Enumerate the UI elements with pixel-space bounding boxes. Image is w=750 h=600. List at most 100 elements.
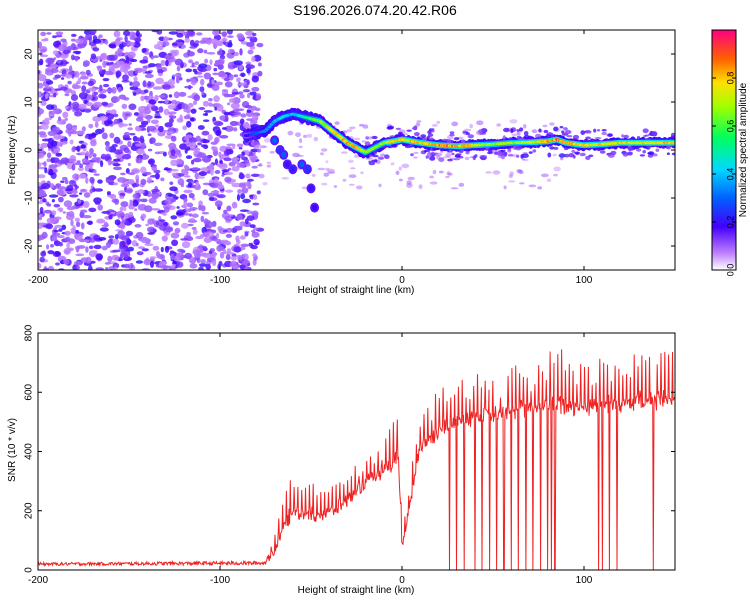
ridge-scatter: [523, 131, 529, 136]
noise-blob: [231, 201, 238, 209]
noise-blob: [215, 232, 220, 239]
ridge-scatter: [517, 145, 522, 149]
spill-blob: [541, 173, 549, 178]
noise-blob: [225, 189, 234, 193]
noise-blob: [247, 263, 251, 267]
noise-blob: [108, 215, 113, 220]
noise-blob: [201, 130, 210, 136]
noise-blob: [43, 209, 52, 214]
noise-blob: [210, 190, 220, 194]
noise-blob: [113, 136, 121, 144]
noise-blob: [85, 69, 91, 76]
noise-blob: [101, 132, 108, 140]
noise-blob: [213, 121, 224, 127]
spectrogram-y-tick-label: 10: [24, 96, 35, 108]
noise-blob: [84, 135, 89, 139]
noise-blob: [66, 185, 74, 192]
noise-blob: [50, 157, 60, 164]
noise-blob: [189, 39, 195, 47]
noise-blob: [135, 178, 139, 185]
noise-blob: [40, 100, 47, 106]
noise-blob: [55, 262, 60, 266]
noise-blob: [80, 209, 88, 213]
noise-blob: [93, 173, 100, 176]
spill-blob: [407, 176, 415, 181]
noise-blob: [221, 174, 225, 177]
noise-blob: [119, 206, 124, 212]
noise-blob: [53, 229, 59, 233]
noise-blob: [52, 35, 57, 39]
ridge-scatter: [395, 127, 402, 130]
noise-blob: [223, 171, 234, 176]
noise-blob: [86, 221, 93, 225]
noise-blob: [100, 73, 104, 77]
spill-blob: [299, 138, 303, 144]
noise-blob: [89, 188, 93, 194]
noise-blob: [246, 63, 251, 70]
noise-blob: [223, 111, 230, 116]
noise-blob: [219, 251, 225, 259]
spill-blob: [413, 156, 418, 159]
noise-blob: [248, 242, 254, 247]
noise-blob: [113, 266, 118, 270]
noise-blob: [177, 248, 185, 253]
noise-blob: [147, 125, 157, 132]
noise-blob: [48, 164, 58, 169]
noise-blob: [81, 222, 85, 230]
noise-blob: [203, 49, 208, 54]
noise-blob: [102, 60, 107, 68]
noise-blob: [46, 217, 56, 224]
noise-blob: [226, 248, 232, 255]
spill-blob: [436, 120, 441, 124]
noise-blob: [94, 188, 104, 192]
noise-blob: [120, 248, 127, 256]
noise-blob: [39, 58, 44, 66]
noise-blob: [153, 115, 162, 119]
noise-blob: [170, 232, 180, 239]
spectrogram-x-tick-label: 0: [399, 275, 405, 286]
noise-blob: [113, 149, 123, 155]
noise-blob: [39, 46, 48, 53]
spill-blob: [521, 158, 526, 161]
ridge-scatter: [438, 157, 445, 163]
spill-blob: [451, 121, 459, 127]
noise-blob: [162, 84, 171, 90]
noise-blob: [56, 60, 62, 64]
noise-blob: [74, 55, 78, 62]
noise-blob: [122, 153, 132, 160]
noise-blob: [38, 74, 47, 82]
noise-blob: [251, 56, 256, 62]
noise-blob: [200, 215, 205, 223]
noise-blob: [70, 94, 79, 101]
noise-blob: [169, 115, 177, 119]
noise-blob: [179, 143, 188, 150]
noise-blob: [189, 207, 198, 211]
noise-blob: [190, 141, 197, 149]
noise-blob: [191, 227, 197, 230]
noise-blob: [155, 251, 161, 257]
noise-blob: [221, 37, 228, 42]
noise-blob: [94, 121, 99, 128]
spill-blob: [464, 156, 470, 160]
noise-blob: [237, 82, 246, 87]
noise-blob: [200, 78, 205, 86]
noise-blob: [106, 191, 111, 196]
noise-blob: [140, 236, 149, 244]
noise-blob: [105, 267, 109, 270]
noise-blob: [81, 81, 88, 85]
noise-blob: [163, 36, 169, 42]
spill-blob: [266, 164, 272, 168]
noise-blob: [116, 37, 121, 41]
noise-blob: [155, 77, 165, 85]
spill-blob: [340, 151, 348, 154]
noise-blob: [230, 102, 240, 110]
noise-blob: [88, 123, 94, 129]
noise-blob: [161, 235, 168, 242]
noise-blob: [123, 206, 127, 212]
noise-blob: [186, 120, 192, 128]
noise-blob: [251, 229, 256, 233]
noise-blob: [119, 195, 125, 199]
spill-blob: [266, 161, 271, 164]
noise-blob: [123, 263, 130, 269]
noise-blob: [257, 70, 263, 77]
